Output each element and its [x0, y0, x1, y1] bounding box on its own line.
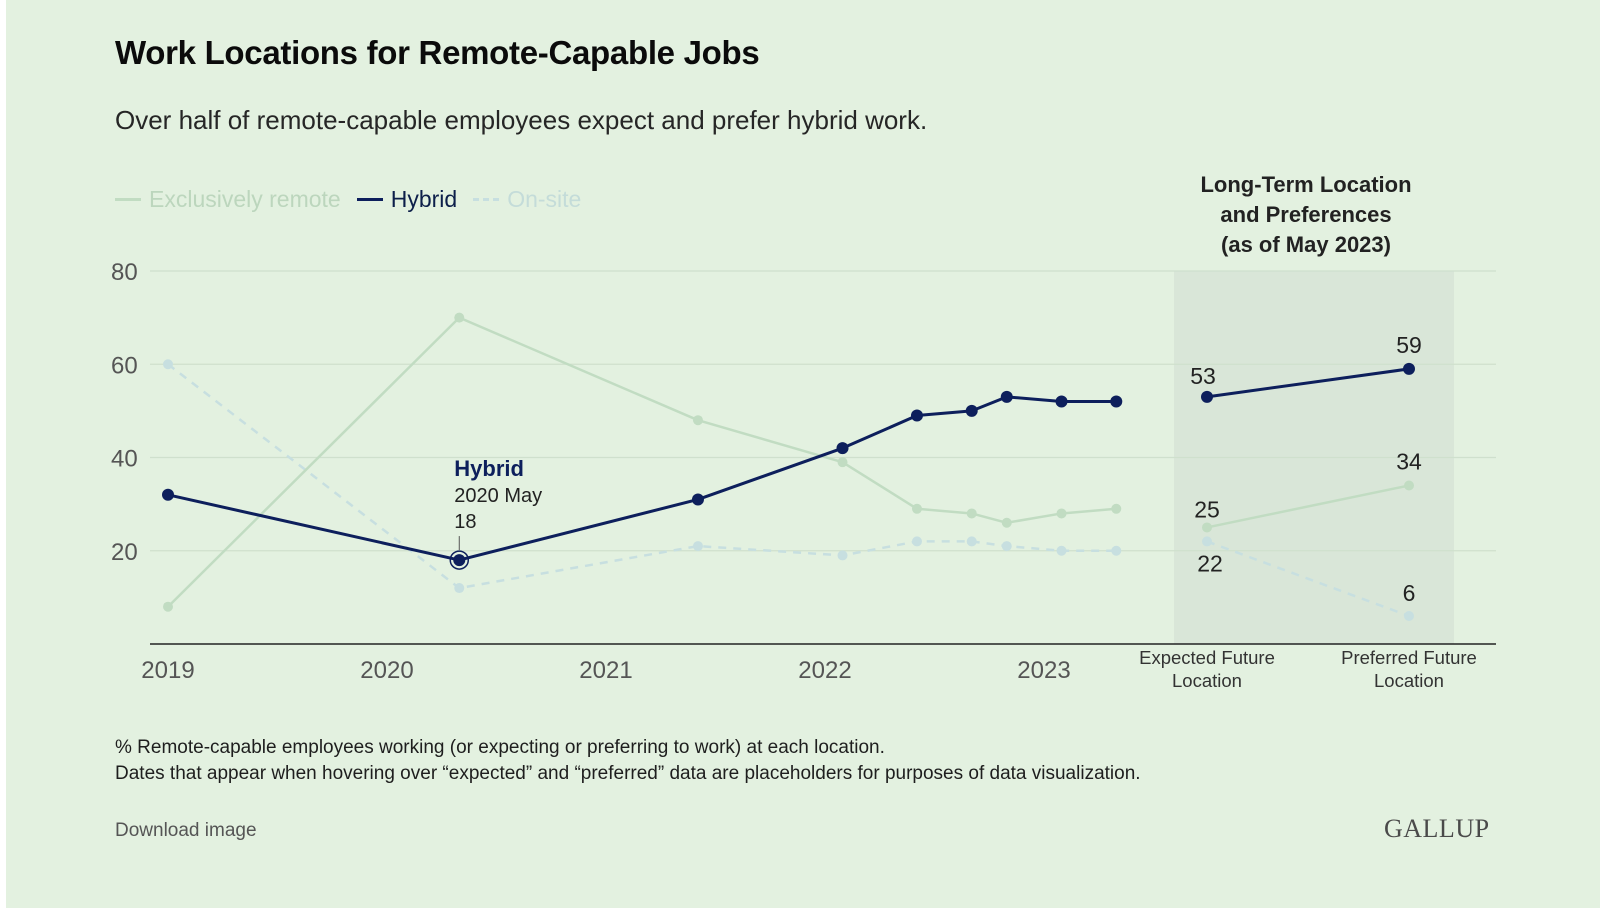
- legend-swatch-remote: [115, 198, 141, 201]
- panel-line-onsite: [1206, 540, 1410, 618]
- data-point-hybrid: [836, 442, 849, 455]
- data-point-onsite: [692, 541, 703, 552]
- panel-point-remote: [1202, 522, 1212, 533]
- data-point-onsite: [911, 536, 922, 547]
- data-point-remote: [1111, 503, 1122, 514]
- panel-category-label: Preferred Future: [1341, 647, 1477, 668]
- data-point-onsite: [1001, 541, 1012, 552]
- panel-category-label: Expected Future: [1139, 647, 1275, 668]
- panel-point-remote: [1404, 480, 1414, 491]
- data-point-onsite: [1111, 545, 1122, 556]
- data-point-hybrid: [1110, 395, 1123, 408]
- tooltip-date: 2020 May: [454, 485, 542, 507]
- tooltip-value: 18: [454, 511, 476, 533]
- data-point-onsite: [163, 359, 173, 370]
- panel-title-line: and Preferences: [1220, 202, 1392, 227]
- footnote-line-1: % Remote-capable employees working (or e…: [115, 737, 885, 758]
- data-point-hybrid: [691, 493, 704, 506]
- panel-point-hybrid: [1403, 362, 1415, 375]
- panel-title-line: Long-Term Location: [1200, 172, 1412, 197]
- legend-swatch-hybrid: [356, 198, 383, 201]
- data-label: 25: [1194, 496, 1220, 522]
- data-label: 22: [1197, 550, 1223, 576]
- data-point-remote: [1001, 517, 1012, 528]
- legend-swatch-onsite: [473, 198, 500, 201]
- data-point-hybrid: [965, 404, 978, 417]
- panel-point-hybrid: [1201, 390, 1213, 403]
- legend-label-onsite: On-site: [507, 186, 582, 212]
- data-point-remote: [163, 601, 173, 612]
- data-point-onsite: [1056, 545, 1067, 556]
- x-tick-label: 2020: [360, 657, 413, 684]
- data-point-hybrid: [453, 554, 466, 567]
- data-label: 53: [1190, 363, 1216, 389]
- data-label: 6: [1403, 580, 1416, 606]
- data-point-remote: [692, 415, 703, 426]
- data-label: 59: [1396, 332, 1422, 358]
- y-tick-label: 80: [111, 259, 138, 286]
- download-image-link[interactable]: Download image: [115, 820, 257, 841]
- panel-title-line: (as of May 2023): [1221, 232, 1391, 257]
- x-tick-label: 2019: [141, 657, 194, 684]
- gallup-logo: GALLUP: [1384, 814, 1490, 843]
- chart-title: Work Locations for Remote-Capable Jobs: [115, 34, 760, 71]
- panel-point-onsite: [1404, 611, 1414, 622]
- panel-category-label: Location: [1374, 670, 1444, 691]
- data-point-remote: [837, 457, 848, 468]
- data-point-hybrid: [162, 488, 174, 501]
- legend-item-remote[interactable]: Exclusively remote: [115, 186, 341, 213]
- series-line-hybrid: [167, 395, 1117, 562]
- y-tick-label: 40: [111, 446, 138, 473]
- legend-label-remote: Exclusively remote: [149, 186, 341, 212]
- panel-point-onsite: [1202, 536, 1212, 547]
- data-point-hybrid: [1000, 390, 1013, 403]
- series-line-remote: [167, 316, 1117, 608]
- x-tick-label: 2023: [1017, 657, 1070, 684]
- data-point-hybrid: [910, 409, 923, 422]
- legend-item-onsite[interactable]: On-site: [473, 186, 581, 213]
- data-point-onsite: [966, 536, 977, 547]
- data-point-remote: [966, 508, 977, 519]
- y-tick-label: 60: [111, 352, 138, 379]
- panel-line-remote: [1206, 484, 1410, 529]
- y-tick-label: 20: [111, 539, 138, 566]
- data-label: 34: [1396, 448, 1422, 474]
- series-line-onsite: [167, 363, 1117, 590]
- x-tick-label: 2021: [579, 657, 632, 684]
- footnote: % Remote-capable employees working (or e…: [115, 735, 1141, 787]
- x-tick-label: 2022: [798, 657, 851, 684]
- data-point-onsite: [454, 583, 465, 594]
- legend-label-hybrid: Hybrid: [390, 186, 458, 212]
- panel-category-label: Location: [1172, 670, 1242, 691]
- legend-item-hybrid[interactable]: Hybrid: [356, 186, 458, 213]
- panel-line-hybrid: [1206, 367, 1410, 399]
- hover-ring: [449, 550, 470, 570]
- data-point-hybrid: [1055, 395, 1068, 408]
- data-point-onsite: [837, 550, 848, 561]
- footnote-line-2: Dates that appear when hovering over “ex…: [115, 763, 1141, 784]
- panel-title: Long-Term Location and Preferences (as o…: [1156, 170, 1456, 260]
- legend: Exclusively remote Hybrid On-site: [115, 186, 597, 213]
- data-point-remote: [1056, 508, 1067, 519]
- chart-subtitle: Over half of remote-capable employees ex…: [115, 105, 928, 135]
- tooltip-series: Hybrid: [454, 456, 524, 481]
- data-point-remote: [454, 312, 465, 323]
- data-point-remote: [911, 503, 922, 514]
